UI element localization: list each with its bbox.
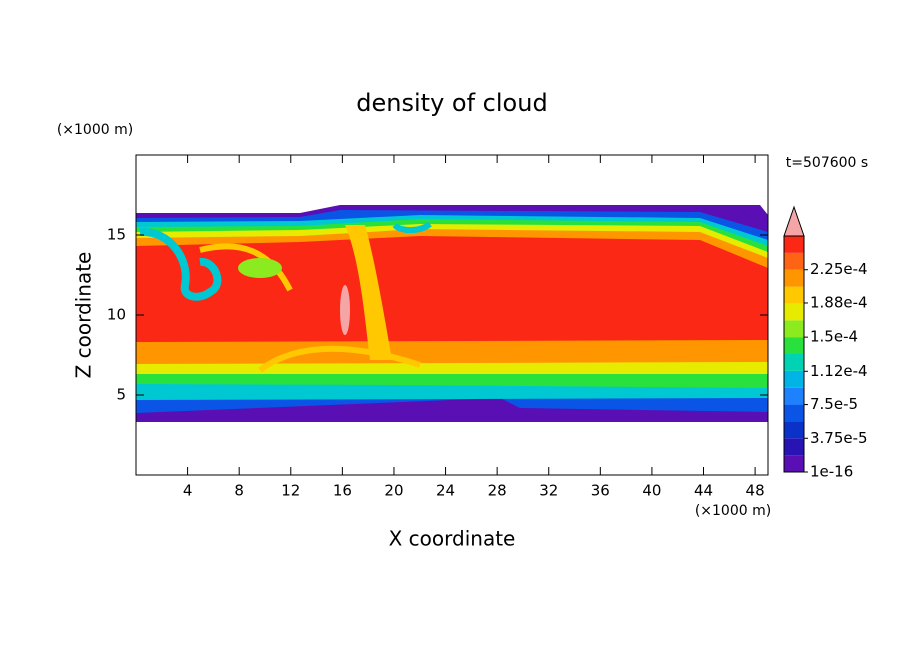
x-tick-label: 48: [746, 482, 765, 500]
y-tick-label: 10: [107, 306, 126, 324]
colorbar-band: [784, 320, 804, 338]
colorbar-band: [784, 370, 804, 388]
plume: [345, 225, 392, 360]
x-tick-label: 32: [539, 482, 558, 500]
colorbar-band: [784, 387, 804, 405]
plume: [258, 345, 421, 373]
x-tick-label: 12: [281, 482, 300, 500]
x-tick-label: 16: [333, 482, 352, 500]
colorbar-tick-label: 2.25e-4: [810, 260, 868, 278]
x-tick-label: 20: [384, 482, 403, 500]
colorbar-band: [784, 404, 804, 422]
colorbar-tick-label: 1.5e-4: [810, 328, 858, 346]
chart-title: density of cloud: [356, 89, 547, 117]
plot-frame: [135, 154, 769, 476]
field-layer: [136, 236, 768, 342]
colorbar-tick-label: 3.75e-5: [810, 429, 868, 447]
vortex: [238, 258, 282, 278]
colorbar-band: [784, 303, 804, 321]
x-tick-label: 4: [183, 482, 193, 500]
colorbar-band: [784, 236, 804, 253]
colorbar-tick-label: 1.12e-4: [810, 362, 868, 380]
x-axis-label: X coordinate: [389, 527, 516, 551]
colorbar-band: [784, 286, 804, 304]
colorbar-band: [784, 337, 804, 354]
colorbar-tick-label: 1.88e-4: [810, 293, 868, 311]
y-tick-label: 15: [107, 226, 126, 244]
colorbar-band: [784, 421, 804, 439]
x-tick-label: 36: [591, 482, 610, 500]
x-tick-label: 24: [436, 482, 455, 500]
colorbar-band: [784, 354, 804, 371]
x-tick-label: 40: [642, 482, 661, 500]
y-tick-label: 5: [116, 386, 126, 404]
x-unit: (×1000 m): [695, 503, 771, 519]
cloud-field: [136, 205, 768, 422]
colorbar-tick-label: 1e-16: [810, 463, 853, 481]
x-tick-label: 28: [488, 482, 507, 500]
core: [340, 285, 350, 335]
colorbar-tick-label: 7.5e-5: [810, 395, 858, 413]
colorbar-frame: [783, 235, 805, 473]
y-unit: (×1000 m): [57, 122, 133, 138]
colorbar-band: [784, 252, 804, 270]
x-tick-label: 44: [694, 482, 713, 500]
colorbar-band: [784, 438, 804, 456]
vortex: [139, 227, 222, 301]
y-axis-label: Z coordinate: [72, 252, 96, 379]
vortex: [199, 243, 293, 292]
colorbar-band: [784, 269, 804, 287]
x-tick-label: 8: [234, 482, 244, 500]
time-label: t=507600 s: [786, 155, 868, 171]
colorbar-band: [784, 455, 804, 472]
vortex: [392, 221, 432, 234]
